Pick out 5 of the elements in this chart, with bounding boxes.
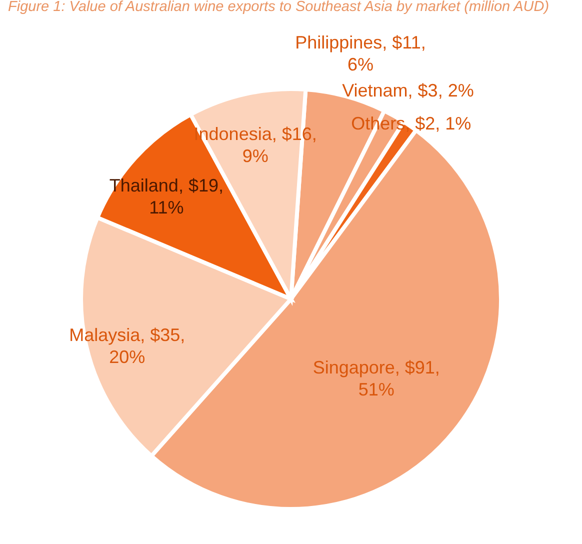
- slice-label: Philippines, $11, 6%: [295, 32, 426, 74]
- slice-label: Singapore, $91, 51%: [312, 357, 440, 400]
- chart-title: Figure 1: Value of Australian wine exports to Southeast Asia by market (million AUD): [8, 0, 550, 15]
- slice-label: Vietnam, $3, 2%: [342, 80, 474, 101]
- slice-label: Malaysia, $35, 20%: [69, 325, 186, 368]
